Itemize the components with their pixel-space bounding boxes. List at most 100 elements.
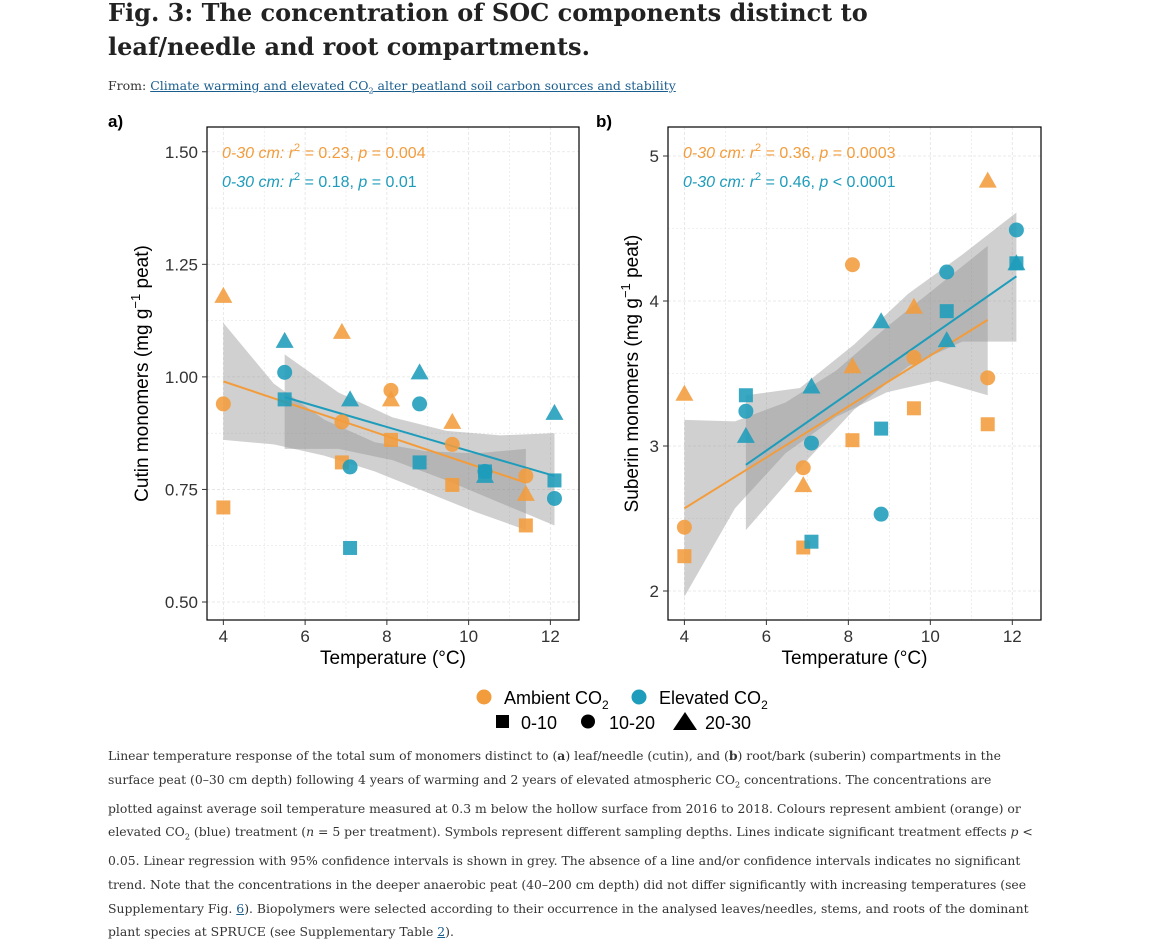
b-annotation-elevated: 0-30 cm: r2 = 0.46, p < 0.0001	[683, 171, 896, 191]
b-annotation-ambient: 0-30 cm: r2 = 0.36, p = 0.0003	[683, 142, 896, 162]
b-point-elevated-20-30	[937, 331, 956, 348]
b-xtick-label: 12	[1003, 627, 1022, 646]
legend-circle-swatch	[581, 714, 595, 729]
legend-depth-0-10: 0-10	[521, 713, 557, 733]
legend-depth-10-20: 10-20	[609, 713, 655, 733]
article-link[interactable]: Climate warming and elevated CO2 alter p…	[150, 78, 676, 96]
a-y-axis-title: Cutin monomers (mg g−1 peat)	[128, 245, 153, 502]
a-annotation-ambient: 0-30 cm: r2 = 0.23, p = 0.004	[222, 142, 426, 162]
a-point-ambient-0-10	[518, 518, 533, 533]
a-x-axis-title: Temperature (°C)	[320, 648, 466, 669]
a-point-ambient-10-20	[444, 436, 460, 452]
a-point-ambient-20-30	[443, 412, 462, 429]
supp-table-link[interactable]: 2	[437, 924, 446, 940]
supp-fig-link[interactable]: 6	[236, 900, 245, 916]
a-point-elevated-0-10	[343, 540, 358, 555]
b-ytick-label: 5	[650, 147, 659, 166]
a-ytick-label: 1.00	[165, 368, 198, 387]
legend-ambient-swatch	[476, 689, 492, 705]
figure-caption: Linear temperature response of the total…	[108, 748, 1033, 940]
a-point-ambient-10-20	[518, 468, 534, 484]
b-point-elevated-10-20	[1008, 222, 1024, 238]
b-point-ambient-20-30	[794, 476, 813, 493]
b-point-ambient-0-10	[677, 549, 692, 564]
b-point-ambient-10-20	[844, 257, 860, 273]
a-point-elevated-20-30	[275, 331, 294, 348]
b-point-ambient-20-30	[904, 297, 923, 314]
a-ytick-label: 1.50	[165, 143, 198, 162]
a-point-elevated-10-20	[412, 396, 428, 412]
legend-elevated-label: Elevated CO2	[659, 688, 768, 712]
b-point-elevated-10-20	[939, 264, 955, 280]
a-point-elevated-0-10	[477, 464, 492, 479]
a-point-elevated-20-30	[341, 390, 360, 407]
a-point-elevated-0-10	[277, 392, 292, 407]
a-point-ambient-20-30	[332, 322, 351, 339]
a-xtick-label: 4	[219, 627, 228, 646]
b-point-ambient-10-20	[676, 519, 692, 535]
a-ytick-label: 0.75	[165, 480, 198, 499]
a-point-elevated-10-20	[342, 459, 358, 475]
a-point-ambient-20-30	[516, 484, 535, 501]
b-point-ambient-20-30	[978, 171, 997, 188]
source-line: From: Climate warming and elevated CO2 a…	[108, 78, 676, 96]
b-point-ambient-10-20	[906, 350, 922, 366]
panel-a-cutin: a) 0-30 cm: r2 = 0.23, p = 0.004 0-30 cm: …	[108, 112, 580, 669]
b-point-elevated-0-10	[738, 388, 753, 403]
a-point-elevated-20-30	[545, 403, 564, 420]
a-point-ambient-0-10	[383, 432, 398, 447]
b-y-axis-title: Suberin monomers (mg g−1 peat)	[618, 235, 643, 513]
b-point-ambient-0-10	[980, 417, 995, 432]
a-point-elevated-0-10	[547, 473, 562, 488]
b-point-elevated-0-10	[874, 421, 889, 436]
legend-elevated-swatch	[631, 689, 647, 705]
a-point-elevated-20-30	[410, 363, 429, 380]
legend-triangle-swatch	[673, 712, 697, 730]
a-point-ambient-20-30	[381, 390, 400, 407]
b-plot-frame	[667, 126, 1042, 621]
a-xtick-label: 6	[300, 627, 309, 646]
a-point-ambient-0-10	[216, 500, 231, 515]
a-point-ambient-10-20	[383, 382, 399, 398]
a-xtick-label: 12	[541, 627, 560, 646]
a-point-ambient-10-20	[334, 414, 350, 430]
b-point-ambient-0-10	[845, 433, 860, 448]
a-regression-line-ambient	[223, 380, 527, 484]
b-point-elevated-10-20	[803, 435, 819, 451]
b-point-ambient-20-30	[843, 357, 862, 374]
a-point-ambient-10-20	[215, 396, 231, 412]
b-ytick-label: 3	[650, 437, 659, 456]
a-point-elevated-10-20	[277, 364, 293, 380]
a-point-elevated-10-20	[546, 490, 562, 506]
b-point-ambient-0-10	[906, 401, 921, 416]
a-ytick-label: 0.50	[165, 593, 198, 612]
b-point-elevated-20-30	[1007, 254, 1026, 271]
b-regression-line-ambient	[683, 319, 989, 510]
b-ci-band-ambient	[684, 245, 988, 597]
b-point-elevated-10-20	[873, 506, 889, 522]
a-panel-label: a)	[108, 112, 123, 131]
b-panel-label: b)	[596, 112, 612, 131]
b-xtick-label: 4	[680, 627, 689, 646]
b-point-elevated-10-20	[738, 403, 754, 419]
b-point-ambient-10-20	[980, 370, 996, 386]
a-xtick-label: 10	[459, 627, 478, 646]
b-x-axis-title: Temperature (°C)	[782, 648, 928, 669]
from-label: From:	[108, 78, 151, 93]
b-point-elevated-0-10	[804, 534, 819, 549]
b-xtick-label: 8	[844, 627, 853, 646]
legend-ambient-label: Ambient CO2	[504, 688, 609, 712]
b-ytick-label: 2	[650, 582, 659, 601]
a-point-elevated-0-10	[412, 455, 427, 470]
b-point-elevated-0-10	[939, 304, 954, 319]
a-annotation-elevated: 0-30 cm: r2 = 0.18, p = 0.01	[222, 171, 417, 191]
a-plot-frame	[206, 126, 580, 621]
b-point-elevated-20-30	[736, 426, 755, 443]
a-point-ambient-0-10	[445, 477, 460, 492]
b-point-elevated-20-30	[802, 377, 821, 394]
panel-b-suberin: b) 0-30 cm: r2 = 0.36, p = 0.0003 0-30 cm:…	[596, 112, 1042, 669]
b-point-ambient-10-20	[795, 460, 811, 476]
b-xtick-label: 10	[921, 627, 940, 646]
b-point-ambient-20-30	[675, 384, 694, 401]
a-ytick-label: 1.25	[165, 255, 198, 274]
